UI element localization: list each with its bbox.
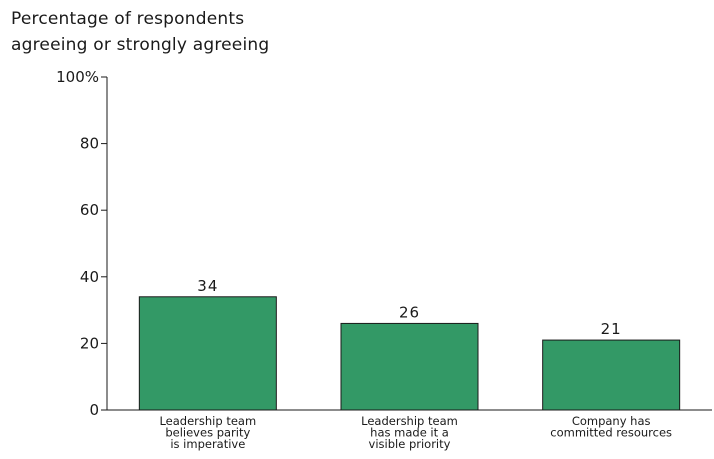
x-tick-label-line: Leadership team bbox=[159, 414, 256, 428]
x-tick-label-line: visible priority bbox=[369, 437, 451, 451]
data-label: 21 bbox=[601, 320, 622, 338]
y-tick-label: 40 bbox=[80, 268, 99, 286]
x-tick-label-line: committed resources bbox=[550, 426, 672, 440]
chart-title-line-1: Percentage of respondents bbox=[11, 9, 245, 29]
data-label: 26 bbox=[399, 303, 420, 321]
x-tick-label: Leadership team has made it a visible prio… bbox=[361, 414, 458, 451]
y-tick-label: 60 bbox=[80, 201, 99, 219]
x-tick-label-line: has made it a bbox=[370, 426, 449, 440]
y-tick-label: 20 bbox=[80, 334, 99, 352]
x-tick-label-line: Company has bbox=[572, 414, 651, 428]
chart-title-line-2: agreeing or strongly agreeing bbox=[11, 35, 270, 55]
bar bbox=[542, 339, 681, 411]
x-tick-label-line: Leadership team bbox=[361, 414, 458, 428]
bar bbox=[340, 322, 479, 411]
chart-title: Percentage of respondents agreeing or st… bbox=[11, 6, 269, 58]
y-tick-label: 0 bbox=[89, 401, 99, 419]
x-tick-label-line: believes parity bbox=[165, 426, 250, 440]
bar bbox=[138, 296, 277, 411]
x-tick-label-line: is imperative bbox=[170, 437, 245, 451]
data-label: 34 bbox=[197, 277, 218, 295]
x-tick-label: Company has committed resources bbox=[550, 414, 672, 440]
y-tick-label: 80 bbox=[80, 135, 99, 153]
y-tick-label: 100% bbox=[56, 68, 99, 86]
x-tick-label: Leadership team believes parity is imperat… bbox=[159, 414, 256, 451]
